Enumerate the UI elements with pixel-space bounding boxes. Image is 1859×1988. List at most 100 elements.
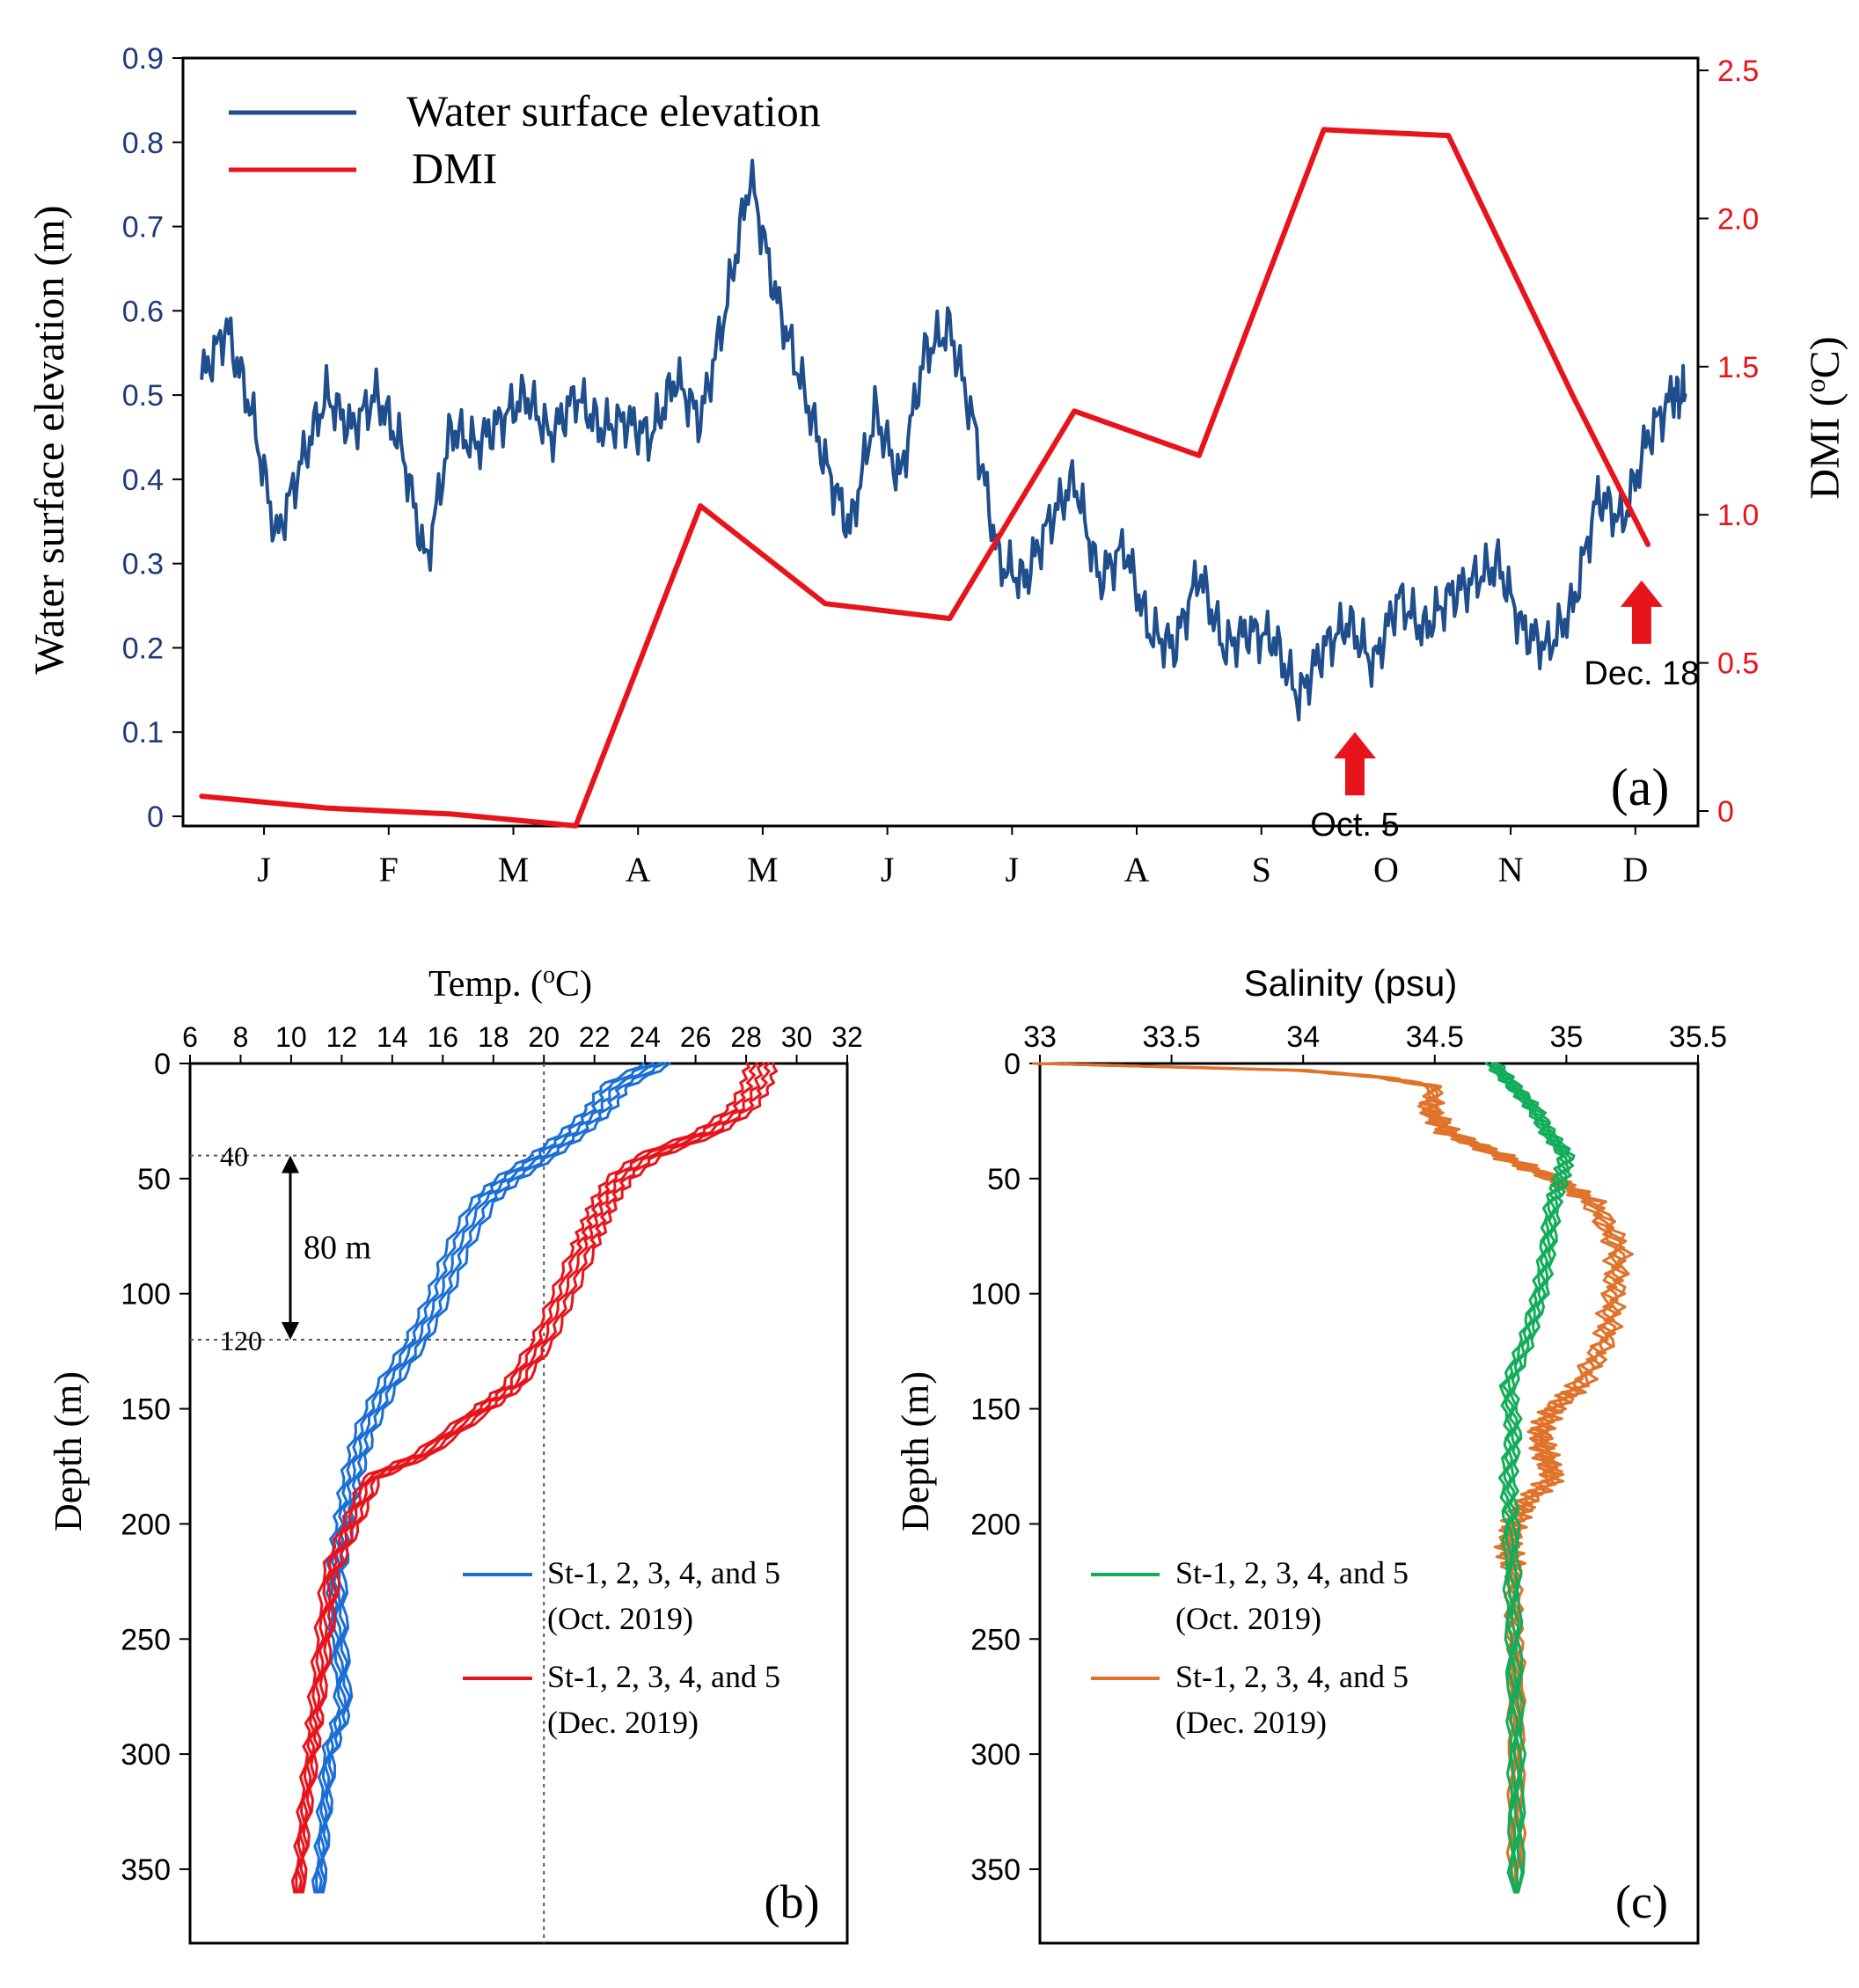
x-tick-label: J <box>1006 850 1020 889</box>
y-tick-label: 0.8 <box>122 127 164 160</box>
panel-a-y-axis-label: Water surface elevation (m) <box>26 205 73 674</box>
panel-c-series <box>1032 1062 1634 1894</box>
x-tick-label: 32 <box>831 1021 863 1053</box>
span-arrow-up-icon <box>282 1155 299 1173</box>
panel-a-frame <box>181 56 1700 828</box>
oct-temp-profile-line <box>316 1062 662 1894</box>
y-tick-label: 0 <box>1004 1048 1021 1081</box>
panel-c-label: (c) <box>1615 1875 1668 1928</box>
x-tick-label: 18 <box>478 1021 509 1053</box>
x-tick-label: 20 <box>528 1021 560 1053</box>
panel-b-y-axis-label: Depth (m) <box>47 1371 90 1531</box>
y-tick-label: 0.4 <box>122 464 164 497</box>
x-tick-label: 35 <box>1549 1020 1583 1054</box>
legend-dec-temp-sub: (Dec. 2019) <box>547 1705 699 1740</box>
y2-tick-label: 0 <box>1717 795 1734 829</box>
panel-b-frame <box>188 1062 849 1945</box>
x-tick-label: 33.5 <box>1143 1020 1201 1054</box>
panel-b: 6 8 10 12 14 16 18 20 22 24 26 28 30 32 0 50 100 150 200 25… <box>47 961 863 1945</box>
x-tick-label: 8 <box>233 1021 249 1053</box>
dec-temp-profile-line <box>290 1062 750 1894</box>
oct-salinity-profile-line <box>1491 1062 1568 1894</box>
oct-salinity-profile-line <box>1489 1062 1566 1894</box>
wse-series-line <box>200 158 1687 722</box>
panel-a-y2-axis-label: DMI (oC) <box>1799 336 1848 499</box>
y-tick-label: 200 <box>970 1508 1021 1541</box>
y-tick-label: 150 <box>970 1393 1021 1427</box>
y2-tick-label: 2.5 <box>1717 55 1759 88</box>
panel-c-frame <box>1038 1062 1700 1945</box>
dec-temp-profile-line <box>296 1062 765 1894</box>
ref-depth-label: 120 <box>220 1325 262 1356</box>
y-tick-label: 350 <box>121 1853 171 1887</box>
y-tick-label: 350 <box>970 1853 1021 1887</box>
legend-dec-sal-sub: (Dec. 2019) <box>1175 1705 1327 1740</box>
panel-a-ticks: 0 0.1 0.2 0.3 0.4 0.5 0.6 0.7 0.8 0.9 0 0.5 1.0 1.5 2.… <box>122 42 1760 889</box>
dec-temp-profile-line <box>301 1062 779 1894</box>
x-tick-label: A <box>626 850 651 889</box>
dmi-series-line <box>199 127 1650 829</box>
y-tick-label: 100 <box>121 1278 171 1312</box>
event-arrow-icon <box>1333 732 1376 796</box>
oct-temp-profile-line <box>321 1062 671 1894</box>
x-tick-label: 26 <box>680 1021 712 1053</box>
legend-dec-temp-label: St-1, 2, 3, 4, and 5 <box>547 1659 780 1694</box>
oct-salinity-profile-line <box>1492 1062 1573 1894</box>
dec-temp-profile-line <box>299 1062 771 1894</box>
dec-salinity-profile-line <box>1032 1062 1619 1894</box>
y-tick-label: 0.6 <box>122 295 164 328</box>
x-tick-label: 6 <box>182 1021 198 1053</box>
y2-tick-label: 1.5 <box>1717 351 1759 384</box>
legend-oct-sal-sub: (Oct. 2019) <box>1175 1601 1321 1636</box>
y-tick-label: 150 <box>121 1393 171 1427</box>
event-annotation-label: Dec. 18 <box>1584 655 1699 692</box>
y-tick-label: 50 <box>987 1163 1021 1196</box>
legend-oct-temp-sub: (Oct. 2019) <box>547 1601 693 1636</box>
x-tick-label: 28 <box>730 1021 762 1053</box>
y-tick-label: 0.2 <box>122 632 164 665</box>
x-tick-label: 14 <box>377 1021 408 1053</box>
panel-a: 0 0.1 0.2 0.3 0.4 0.5 0.6 0.7 0.8 0.9 0 0.5 1.0 1.5 2.… <box>26 42 1848 889</box>
panel-a-annotations: Oct. 5 Dec. 18 <box>1310 580 1699 844</box>
event-arrow-icon <box>1620 580 1663 644</box>
dec-salinity-profile-line <box>1040 1062 1627 1894</box>
x-tick-label: 35.5 <box>1669 1020 1727 1054</box>
span-label: 80 m <box>304 1229 371 1266</box>
span-arrow-down-icon <box>282 1322 299 1341</box>
dec-salinity-profile-line <box>1040 1062 1628 1894</box>
y-tick-label: 0.5 <box>122 379 164 413</box>
dec-salinity-profile-line <box>1037 1062 1626 1894</box>
y2-tick-label: 2.0 <box>1717 202 1759 236</box>
x-tick-label: D <box>1622 850 1648 889</box>
y-tick-label: 0 <box>147 800 164 834</box>
panel-c-y-axis-label: Depth (m) <box>894 1371 937 1531</box>
x-tick-label: 10 <box>275 1021 307 1053</box>
y-tick-label: 300 <box>970 1738 1021 1772</box>
oct-temp-profile-line <box>311 1062 645 1894</box>
x-tick-label: M <box>498 850 530 889</box>
y-tick-label: 50 <box>137 1163 171 1196</box>
panel-c: 33 33.5 34 34.5 35 35.5050100150200250300350 … <box>894 962 1727 1945</box>
y2-tick-label: 0.5 <box>1717 647 1759 681</box>
y-tick-label: 0.7 <box>122 211 164 245</box>
y-tick-label: 300 <box>121 1738 171 1772</box>
panel-a-label: (a) <box>1611 758 1670 816</box>
y-tick-label: 250 <box>121 1623 171 1656</box>
x-tick-label: M <box>747 850 779 889</box>
y-tick-label: 0.1 <box>122 716 164 749</box>
panel-b-x-axis-label: Temp. (oC) <box>428 961 592 1005</box>
y-tick-label: 250 <box>970 1623 1021 1656</box>
event-annotation-label: Oct. 5 <box>1310 807 1399 844</box>
panel-c-ticks: 33 33.5 34 34.5 35 35.5 0 50 100 150 200 250 300 350 <box>970 1020 1727 1887</box>
x-tick-label: O <box>1373 850 1399 889</box>
x-tick-label: 12 <box>326 1021 358 1053</box>
x-tick-label: F <box>379 850 399 889</box>
x-tick-label: J <box>881 850 895 889</box>
oct-temp-profile-line <box>315 1062 655 1894</box>
legend-dec-sal-label: St-1, 2, 3, 4, and 5 <box>1175 1659 1409 1694</box>
y-tick-label: 0.3 <box>122 548 164 581</box>
panel-b-series <box>290 1062 779 1894</box>
legend-dmi-label: DMI <box>412 143 497 193</box>
x-tick-label: 16 <box>428 1021 459 1053</box>
x-tick-label: 30 <box>781 1021 813 1053</box>
